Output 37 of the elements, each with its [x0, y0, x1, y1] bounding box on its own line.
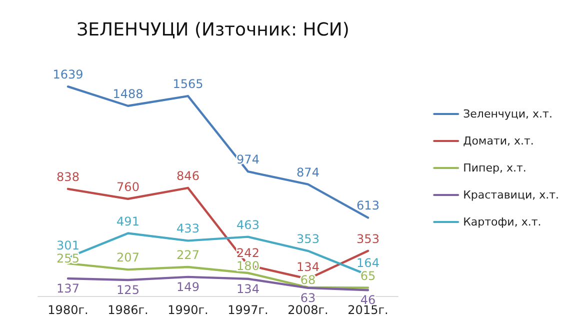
x-tick-label: 1990г.: [168, 303, 208, 317]
data-label: 874: [296, 165, 320, 180]
data-label: 1639: [52, 68, 84, 82]
chart-title: ЗЕЛЕНЧУЦИ (Източник: НСИ): [76, 20, 350, 40]
data-label: 353: [356, 232, 380, 246]
data-label: 255: [56, 252, 80, 266]
data-label: 433: [176, 222, 200, 236]
data-label: 134: [236, 282, 260, 296]
data-label: 137: [56, 281, 80, 296]
data-label: 1488: [112, 86, 144, 101]
data-label: 463: [236, 218, 260, 232]
data-label: 760: [116, 180, 140, 194]
legend-label: Пипер, х.т.: [463, 162, 526, 174]
data-label: 227: [176, 248, 200, 262]
data-label: 846: [176, 168, 200, 183]
data-label: 1565: [172, 77, 204, 92]
data-label: 301: [56, 238, 80, 253]
data-label: 149: [176, 280, 200, 294]
data-label: 134: [296, 260, 320, 274]
x-tick-label: 1997г.: [228, 303, 268, 317]
data-label: 125: [116, 283, 140, 298]
data-label: 838: [56, 170, 80, 184]
data-label: 164: [356, 256, 380, 270]
data-label: 353: [296, 232, 320, 246]
legend-label: Картофи, х.т.: [463, 216, 542, 228]
x-tick-label: 1980г.: [48, 303, 88, 317]
x-tick-label: 1986г.: [108, 303, 148, 317]
data-label: 491: [116, 214, 140, 228]
legend-label: Зеленчуци, х.т.: [463, 108, 552, 120]
legend-label: Краставици, х.т.: [463, 188, 560, 202]
legend-label: Домати, х.т.: [463, 134, 534, 148]
data-label: 613: [356, 198, 380, 213]
data-label: 65: [360, 269, 376, 284]
x-tick-label: 2015г.: [348, 303, 388, 317]
x-tick-label: 2008г.: [288, 303, 328, 317]
data-label: 63: [300, 290, 316, 305]
data-label: 207: [116, 250, 140, 265]
